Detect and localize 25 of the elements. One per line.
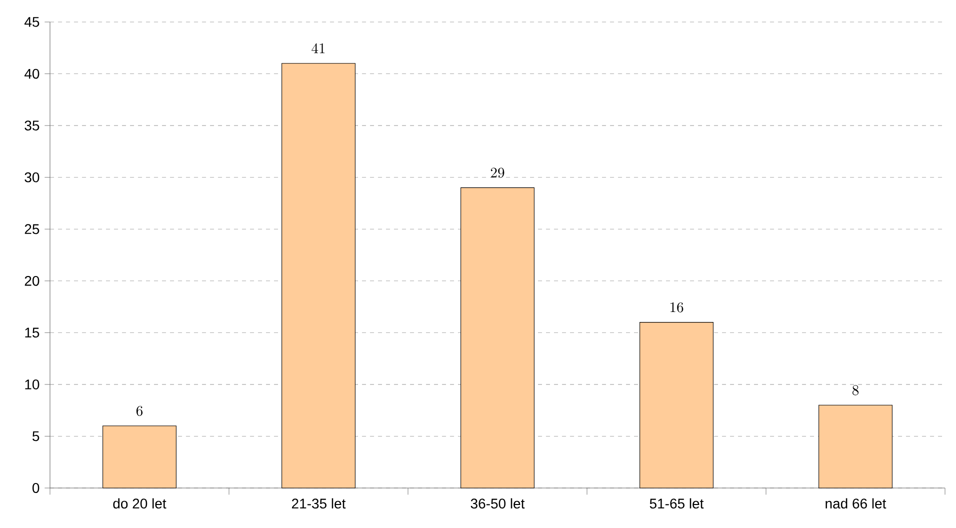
- bar: [818, 404, 892, 488]
- bar: [460, 187, 534, 488]
- x-tick-label: do 20 let: [113, 498, 166, 509]
- y-tick-label: 5: [32, 431, 40, 442]
- data-label: 41: [312, 43, 325, 54]
- y-tick-label: 20: [24, 276, 40, 286]
- y-tick-label: 45: [24, 17, 40, 27]
- y-tick-label: 10: [25, 379, 40, 390]
- y-tick-label: 0: [32, 483, 40, 493]
- y-tick-label: 30: [24, 172, 40, 182]
- bar: [640, 322, 714, 488]
- y-tick-label: 25: [24, 224, 40, 234]
- x-tick-label: 51-65 let: [650, 498, 704, 509]
- x-tick-label: nad 66 let: [826, 498, 886, 509]
- x-tick-label: 36-50 let: [470, 498, 525, 509]
- y-tick-label: 35: [24, 120, 40, 131]
- data-label: 8: [852, 385, 859, 396]
- data-label: 16: [670, 302, 684, 312]
- y-tick-label: 40: [24, 68, 40, 79]
- data-label: 29: [490, 168, 504, 178]
- x-tick-label: 21-35 let: [292, 498, 346, 509]
- data-label: 6: [136, 406, 143, 416]
- y-tick-label: 15: [25, 328, 40, 338]
- bar: [102, 426, 176, 488]
- bar: [282, 63, 356, 488]
